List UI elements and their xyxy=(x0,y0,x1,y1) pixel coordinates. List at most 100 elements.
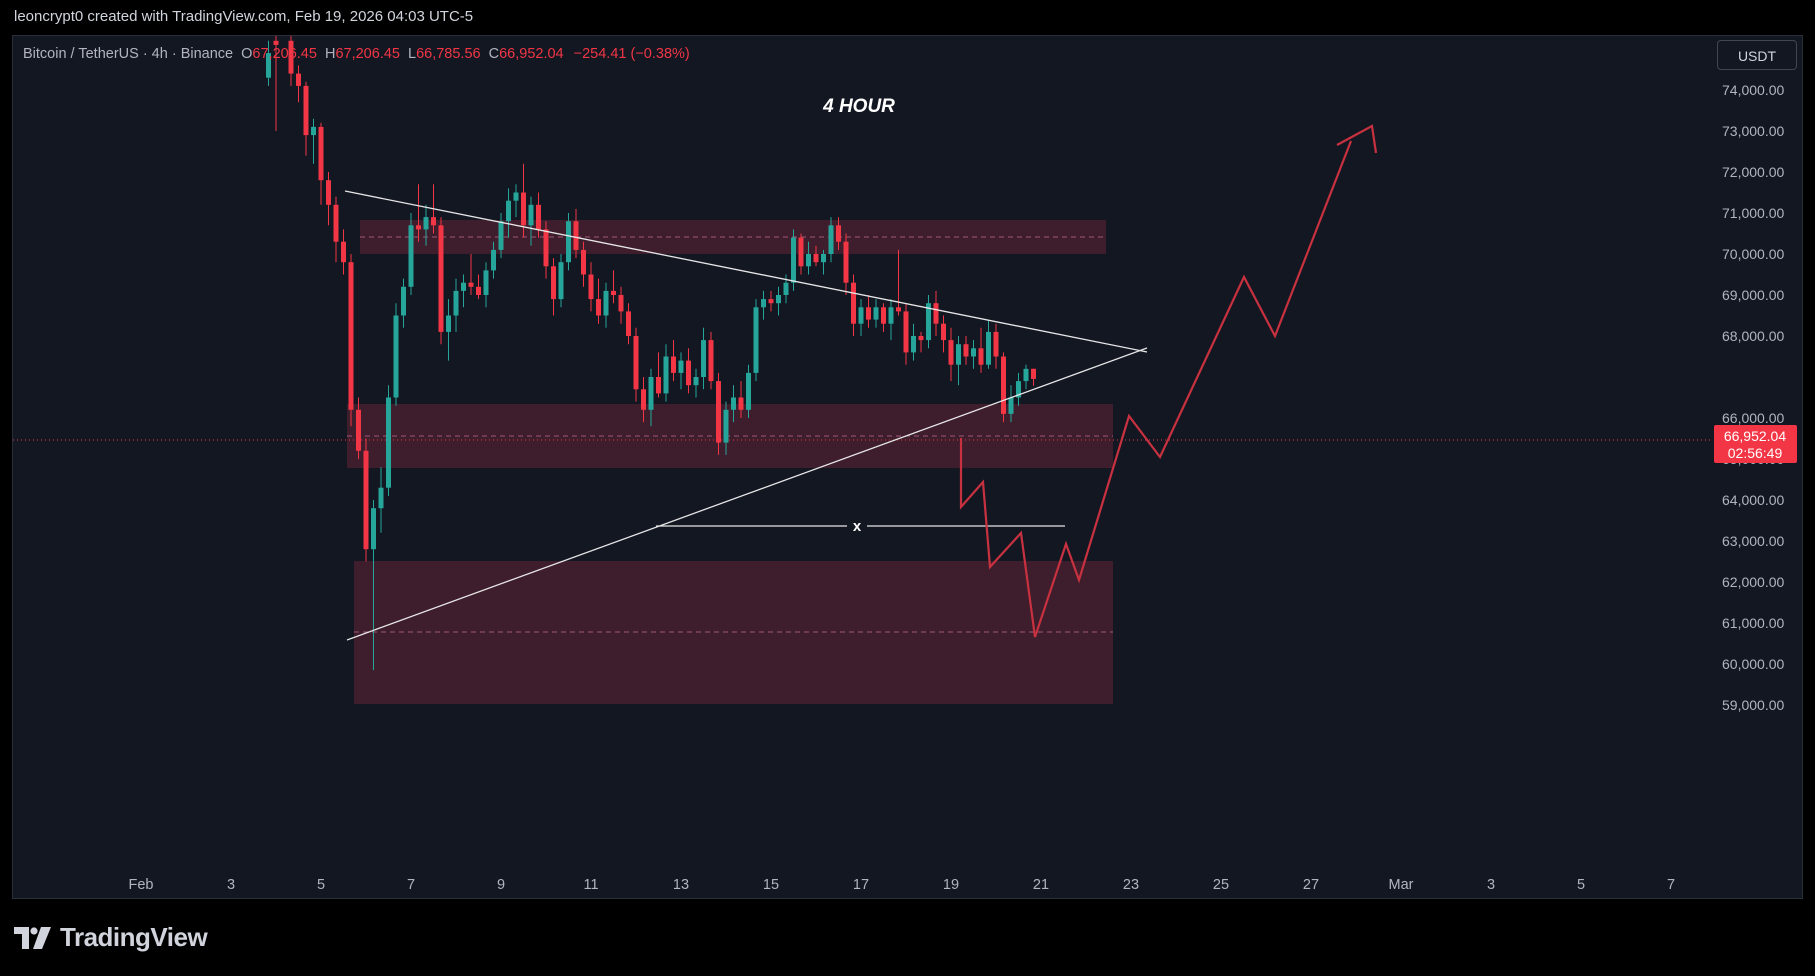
price-tick-label: 60,000.00 xyxy=(1722,656,1784,672)
candle xyxy=(738,381,744,418)
candle-body xyxy=(948,340,954,365)
candle xyxy=(693,368,699,398)
price-tick-label: 71,000.00 xyxy=(1722,205,1784,221)
candle-body xyxy=(431,217,436,226)
candle xyxy=(948,327,954,382)
time-tick-label: 21 xyxy=(1033,877,1049,893)
candle-body xyxy=(333,204,339,242)
candle-body xyxy=(746,372,751,410)
candle-body xyxy=(416,225,421,230)
candle-body xyxy=(911,336,916,353)
tradingview-logo[interactable]: TradingView xyxy=(14,922,208,953)
candle xyxy=(1016,372,1021,406)
candle xyxy=(581,241,586,287)
candle xyxy=(971,340,976,369)
price-chart[interactable]: x 4 HOUR 74,000.00 73,000.00 72,000.00 71,0… xyxy=(13,36,1803,899)
candle-body xyxy=(371,508,376,550)
candle-body xyxy=(603,290,609,316)
price-tick-label: 61,000.00 xyxy=(1722,615,1784,631)
price-tick-label: 63,000.00 xyxy=(1722,533,1784,549)
candle-body xyxy=(348,262,354,410)
time-tick-label: 13 xyxy=(673,877,689,893)
candle-body xyxy=(618,295,624,312)
candle-body xyxy=(671,356,676,373)
candle-body xyxy=(536,204,541,230)
time-tick-label: 9 xyxy=(497,877,505,893)
time-tick-label: 3 xyxy=(227,877,235,893)
high-value: 67,206.45 xyxy=(335,46,400,62)
candle xyxy=(716,372,721,455)
candle-body xyxy=(918,336,924,341)
candle-body xyxy=(476,286,481,295)
candle-body xyxy=(701,340,706,377)
descending-trendline xyxy=(344,190,1148,353)
candle xyxy=(386,385,391,496)
candle xyxy=(956,336,961,386)
tradingview-logo-icon xyxy=(14,926,51,949)
symbol-legend[interactable]: Bitcoin / TetherUS · 4h · Binance O67,20… xyxy=(23,46,690,62)
candle xyxy=(573,208,579,259)
candle-body xyxy=(708,340,714,382)
price-tick-label: 72,000.00 xyxy=(1722,164,1784,180)
candle-body xyxy=(843,241,849,283)
candle-body xyxy=(483,270,489,295)
candle xyxy=(753,299,759,382)
candle xyxy=(873,299,879,328)
currency-button[interactable]: USDT xyxy=(1717,40,1797,70)
symbol-name[interactable]: Bitcoin / TetherUS · 4h · Binance xyxy=(23,46,234,62)
candle xyxy=(611,270,616,304)
candle-body xyxy=(858,307,864,324)
candle xyxy=(933,290,939,336)
candle xyxy=(476,274,481,300)
candle xyxy=(318,122,324,205)
candle-body xyxy=(723,409,729,443)
time-axis[interactable]: Feb 3 5 7 9 11 13 15 17 19 21 23 25 27 Mar 3 5 7 xyxy=(129,877,1676,893)
candle xyxy=(881,303,886,332)
candle xyxy=(543,221,549,279)
candle-body xyxy=(993,331,999,357)
candle xyxy=(963,336,969,365)
close-value: 66,952.04 xyxy=(499,46,564,62)
candle-body xyxy=(956,344,961,365)
candle-body xyxy=(903,311,909,353)
candle-body xyxy=(498,221,504,250)
candle xyxy=(266,40,271,86)
candle xyxy=(356,397,361,459)
candle-body xyxy=(1016,381,1021,398)
candle-body xyxy=(491,249,496,271)
candle-body xyxy=(453,290,459,316)
candle xyxy=(978,327,984,373)
candle xyxy=(378,467,384,533)
candle-countdown: 02:56:49 xyxy=(1728,445,1783,461)
candle-body xyxy=(401,286,406,316)
candle-body xyxy=(581,249,586,275)
candle xyxy=(821,249,826,275)
candle-body xyxy=(768,299,774,304)
candle-body xyxy=(761,299,766,308)
time-tick-label: 27 xyxy=(1303,877,1319,893)
candle xyxy=(731,385,736,423)
time-tick-label: 15 xyxy=(763,877,779,893)
candle xyxy=(461,274,466,308)
price-axis[interactable]: 74,000.00 73,000.00 72,000.00 71,000.00 70,0… xyxy=(1722,82,1784,713)
candle-body xyxy=(558,262,564,300)
candle-body xyxy=(693,377,699,386)
candle-body xyxy=(648,377,654,410)
high-label: H xyxy=(324,46,336,62)
triangle-pattern: x xyxy=(344,190,1148,641)
candle-body xyxy=(363,450,369,550)
candle xyxy=(506,188,511,238)
candle xyxy=(836,217,841,250)
price-tick-label: 74,000.00 xyxy=(1722,82,1784,98)
chart-pane[interactable]: x 4 HOUR 74,000.00 73,000.00 72,000.00 71,0… xyxy=(12,35,1803,899)
candle xyxy=(708,331,714,390)
candle-body xyxy=(611,290,616,295)
candle-body xyxy=(521,192,526,226)
candle-body xyxy=(836,225,841,242)
candle xyxy=(851,274,856,336)
price-tick-label: 64,000.00 xyxy=(1722,492,1784,508)
candle-body xyxy=(933,303,939,324)
candle xyxy=(633,327,639,402)
candle xyxy=(446,299,451,361)
price-tick-label: 73,000.00 xyxy=(1722,123,1784,139)
